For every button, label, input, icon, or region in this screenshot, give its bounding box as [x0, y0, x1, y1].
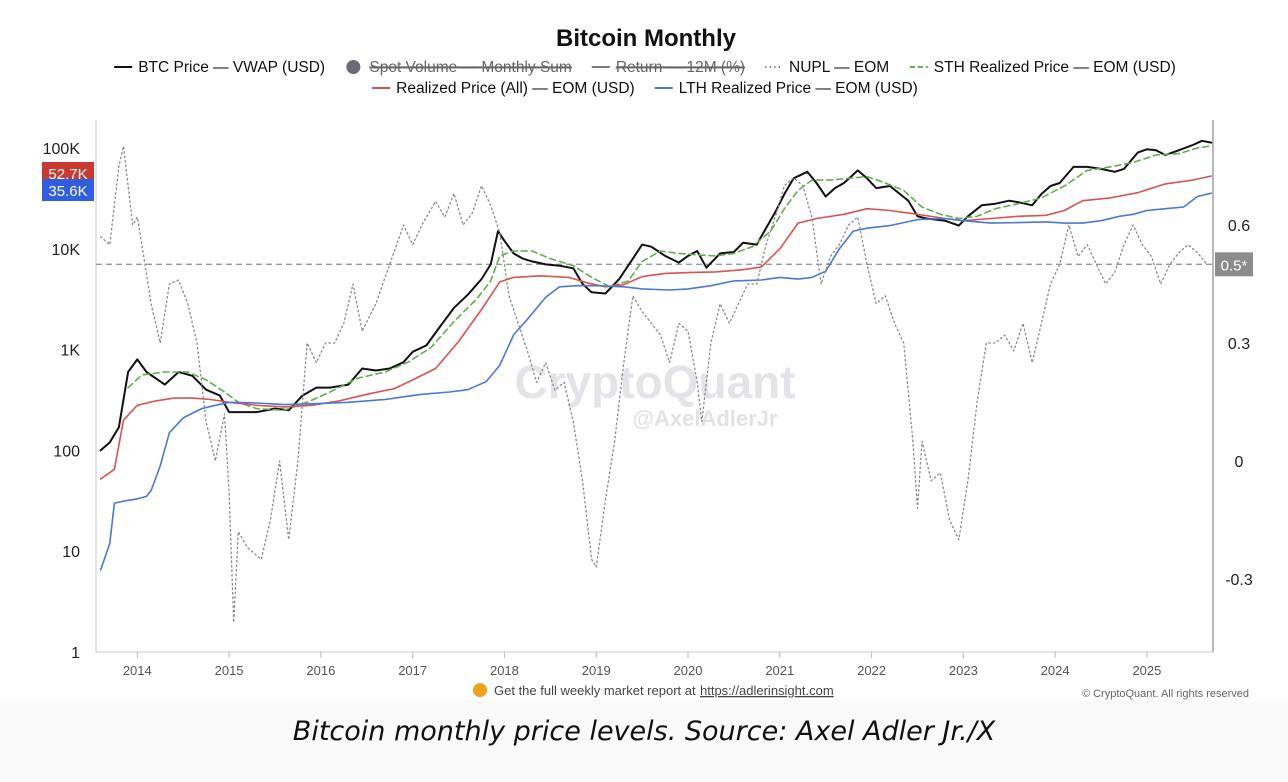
x-tick-label: 2015 — [215, 663, 244, 678]
x-tick-label: 2016 — [306, 663, 335, 678]
x-tick-label: 2019 — [582, 663, 611, 678]
series-line — [127, 145, 1212, 412]
series-line — [99, 145, 1208, 623]
y-left-tick-label: 10 — [62, 544, 80, 561]
legend-label: LTH Realized Price — EOM (USD) — [679, 80, 918, 97]
x-tick-label: 2017 — [398, 663, 427, 678]
x-tick-label: 2023 — [949, 663, 978, 678]
watermark-brand: CryptoQuant — [514, 356, 795, 408]
x-tick-label: 2024 — [1041, 663, 1070, 678]
x-tick-label: 2025 — [1132, 663, 1161, 678]
y-left-tick-label: 100K — [43, 141, 81, 158]
value-badge — [42, 179, 94, 201]
x-tick-label: 2020 — [674, 663, 703, 678]
x-tick-label: 2014 — [123, 663, 152, 678]
value-badge-right-label: 0.5* — [1221, 257, 1248, 274]
x-tick-label: 2021 — [765, 663, 794, 678]
series-line — [99, 192, 1212, 571]
footer-text: Get the full weekly market report at — [494, 683, 696, 698]
legend-label: STH Realized Price — EOM (USD) — [934, 59, 1176, 76]
footer-link: https://adlerinsight.com — [700, 683, 834, 698]
y-right-tick-label: 0 — [1235, 454, 1244, 471]
y-right-tick-label: -0.3 — [1225, 572, 1253, 589]
y-left-tick-label: 10K — [52, 242, 81, 259]
chart-title: Bitcoin Monthly — [556, 25, 737, 52]
watermark-handle: @AxelAdlerJr — [633, 406, 778, 431]
x-tick-label: 2018 — [490, 663, 519, 678]
y-left-tick-label: 100 — [53, 443, 80, 460]
value-badge-label: 35.6K — [48, 183, 87, 200]
value-badge-label: 52.7K — [48, 166, 87, 183]
legend-label: Realized Price (All) — EOM (USD) — [396, 80, 635, 97]
series-line — [99, 139, 1213, 452]
y-left-tick-label: 1 — [71, 645, 80, 662]
y-right-tick-label: 0.6 — [1228, 218, 1250, 235]
caption: Bitcoin monthly price levels. Source: Ax… — [292, 716, 996, 747]
legend-marker — [346, 60, 361, 74]
y-left-tick-label: 1K — [60, 343, 80, 360]
x-tick-label: 2022 — [857, 663, 886, 678]
caption-bar — [0, 700, 1288, 782]
legend-label: BTC Price — VWAP (USD) — [138, 59, 325, 76]
footer-icon — [473, 683, 487, 697]
legend-label: NUPL — EOM — [789, 59, 889, 76]
y-right-tick-label: 0.3 — [1228, 336, 1250, 353]
value-badge-right — [1215, 252, 1253, 277]
footer-copyright: © CryptoQuant. All rights reserved — [1082, 688, 1249, 700]
value-badge — [42, 162, 94, 184]
